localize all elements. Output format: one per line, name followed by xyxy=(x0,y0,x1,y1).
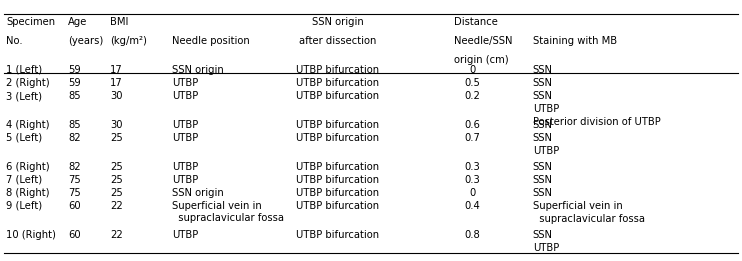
Text: (years): (years) xyxy=(68,36,104,46)
Text: 9 (Left): 9 (Left) xyxy=(6,201,42,211)
Text: 0.8: 0.8 xyxy=(464,230,481,240)
Text: SSN origin: SSN origin xyxy=(172,188,224,198)
Text: Age: Age xyxy=(68,17,88,27)
Text: 6 (Right): 6 (Right) xyxy=(6,162,50,172)
Text: UTBP: UTBP xyxy=(533,104,559,114)
Text: 0.3: 0.3 xyxy=(464,175,481,185)
Text: SSN: SSN xyxy=(533,162,553,172)
Text: (kg/m²): (kg/m²) xyxy=(110,36,147,46)
Text: UTBP: UTBP xyxy=(172,78,198,88)
Text: 3 (Left): 3 (Left) xyxy=(6,91,42,101)
Text: Staining with MB: Staining with MB xyxy=(533,36,617,46)
Text: UTBP: UTBP xyxy=(172,230,198,240)
Text: SSN: SSN xyxy=(533,188,553,198)
Text: Superficial vein in
  supraclavicular fossa: Superficial vein in supraclavicular foss… xyxy=(172,201,284,223)
Text: 0: 0 xyxy=(470,65,476,75)
Text: 8 (Right): 8 (Right) xyxy=(6,188,50,198)
Text: 82: 82 xyxy=(68,162,81,172)
Text: 0: 0 xyxy=(470,188,476,198)
Text: 25: 25 xyxy=(110,175,122,185)
Text: 75: 75 xyxy=(68,188,81,198)
Text: 0.4: 0.4 xyxy=(464,201,481,211)
Text: SSN: SSN xyxy=(533,230,553,240)
Text: UTBP: UTBP xyxy=(533,243,559,253)
Text: UTBP bifurcation: UTBP bifurcation xyxy=(296,78,379,88)
Text: 0.3: 0.3 xyxy=(464,162,481,172)
Text: 85: 85 xyxy=(68,120,81,130)
Text: origin (cm): origin (cm) xyxy=(454,55,509,65)
Text: Posterior division of UTBP: Posterior division of UTBP xyxy=(533,117,660,127)
Text: UTBP bifurcation: UTBP bifurcation xyxy=(296,133,379,143)
Text: 17: 17 xyxy=(110,65,122,75)
Text: 25: 25 xyxy=(110,133,122,143)
Text: 59: 59 xyxy=(68,65,81,75)
Text: 22: 22 xyxy=(110,201,122,211)
Text: SSN origin: SSN origin xyxy=(172,65,224,75)
Text: UTBP: UTBP xyxy=(172,91,198,101)
Text: UTBP: UTBP xyxy=(172,133,198,143)
Text: after dissection: after dissection xyxy=(299,36,376,46)
Text: UTBP bifurcation: UTBP bifurcation xyxy=(296,120,379,130)
Text: UTBP bifurcation: UTBP bifurcation xyxy=(296,65,379,75)
Text: No.: No. xyxy=(6,36,22,46)
Text: 22: 22 xyxy=(110,230,122,240)
Text: UTBP bifurcation: UTBP bifurcation xyxy=(296,175,379,185)
Text: UTBP: UTBP xyxy=(533,146,559,156)
Text: 30: 30 xyxy=(110,91,122,101)
Text: UTBP bifurcation: UTBP bifurcation xyxy=(296,188,379,198)
Text: UTBP bifurcation: UTBP bifurcation xyxy=(296,91,379,101)
Text: 10 (Right): 10 (Right) xyxy=(6,230,56,240)
Text: 30: 30 xyxy=(110,120,122,130)
Text: Needle/SSN: Needle/SSN xyxy=(454,36,513,46)
Text: 82: 82 xyxy=(68,133,81,143)
Text: 85: 85 xyxy=(68,91,81,101)
Text: 4 (Right): 4 (Right) xyxy=(6,120,50,130)
Text: SSN: SSN xyxy=(533,78,553,88)
Text: 1 (Left): 1 (Left) xyxy=(6,65,42,75)
Text: 25: 25 xyxy=(110,162,122,172)
Text: SSN: SSN xyxy=(533,65,553,75)
Text: 0.5: 0.5 xyxy=(464,78,481,88)
Text: 59: 59 xyxy=(68,78,81,88)
Text: supraclavicular fossa: supraclavicular fossa xyxy=(533,214,645,224)
Text: SSN origin: SSN origin xyxy=(312,17,364,27)
Text: UTBP bifurcation: UTBP bifurcation xyxy=(296,162,379,172)
Text: Superficial vein in: Superficial vein in xyxy=(533,201,623,211)
Text: UTBP: UTBP xyxy=(172,162,198,172)
Text: UTBP: UTBP xyxy=(172,175,198,185)
Text: 25: 25 xyxy=(110,188,122,198)
Text: 7 (Left): 7 (Left) xyxy=(6,175,42,185)
Text: Needle position: Needle position xyxy=(172,36,250,46)
Text: 2 (Right): 2 (Right) xyxy=(6,78,50,88)
Text: UTBP bifurcation: UTBP bifurcation xyxy=(296,230,379,240)
Text: SSN: SSN xyxy=(533,175,553,185)
Text: 5 (Left): 5 (Left) xyxy=(6,133,42,143)
Text: 0.6: 0.6 xyxy=(464,120,481,130)
Text: UTBP bifurcation: UTBP bifurcation xyxy=(296,201,379,211)
Text: Distance: Distance xyxy=(454,17,498,27)
Text: 0.7: 0.7 xyxy=(464,133,481,143)
Text: 17: 17 xyxy=(110,78,122,88)
Text: SSN: SSN xyxy=(533,91,553,101)
Text: 60: 60 xyxy=(68,230,81,240)
Text: 75: 75 xyxy=(68,175,81,185)
Text: 60: 60 xyxy=(68,201,81,211)
Text: UTBP: UTBP xyxy=(172,120,198,130)
Text: Specimen: Specimen xyxy=(6,17,55,27)
Text: BMI: BMI xyxy=(110,17,128,27)
Text: SSN: SSN xyxy=(533,120,553,130)
Text: SSN: SSN xyxy=(533,133,553,143)
Text: 0.2: 0.2 xyxy=(464,91,481,101)
